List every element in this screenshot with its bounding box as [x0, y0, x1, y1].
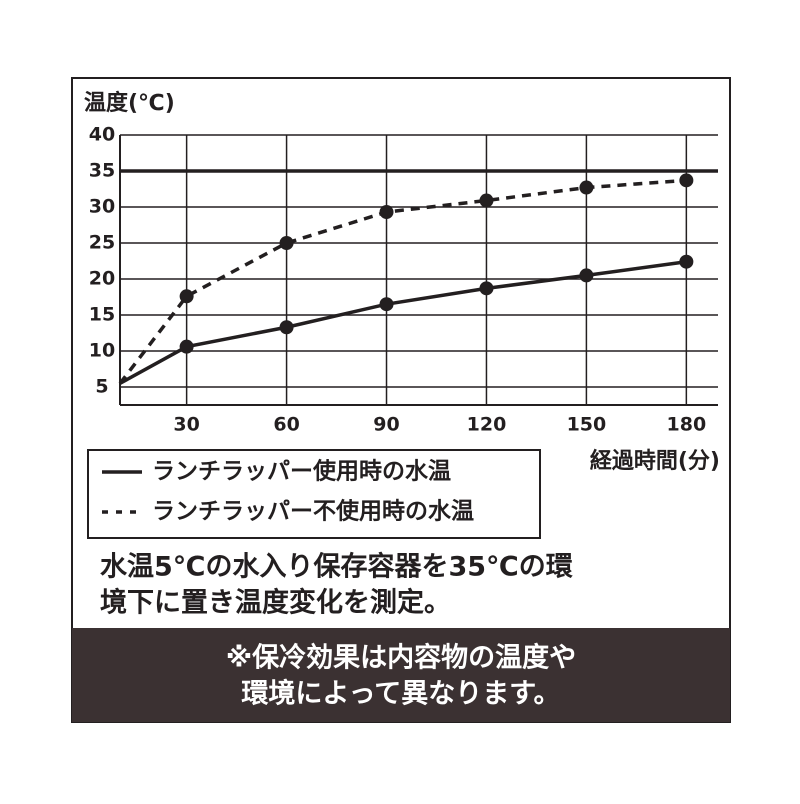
data-point [279, 236, 294, 250]
y-tick-label: 10 [89, 340, 115, 362]
data-point [379, 297, 394, 312]
x-tick-label: 120 [467, 414, 507, 436]
y-tick-label: 40 [89, 124, 115, 146]
x-tick-label: 90 [373, 414, 399, 436]
note-line: 境下に置き温度変化を測定。 [100, 587, 451, 619]
x-tick-label: 180 [667, 414, 707, 436]
data-point [579, 180, 594, 195]
data-point [479, 193, 494, 208]
x-tick-label: 150 [567, 414, 607, 436]
y-tick-label: 30 [89, 196, 115, 218]
data-point [679, 254, 694, 269]
x-tick-label: 30 [173, 414, 199, 436]
frame [71, 77, 731, 723]
y-tick-label: 15 [89, 304, 115, 326]
data-point [179, 339, 194, 354]
legend [87, 449, 541, 539]
data-point [179, 289, 194, 304]
data-point [679, 173, 694, 188]
data-point [279, 320, 294, 335]
x-tick-label: 60 [273, 414, 299, 436]
y-axis-label: 温度(℃) [84, 90, 175, 116]
legend-label: ランチラッパー使用時の水温 [152, 459, 451, 485]
legend-label: ランチラッパー不使用時の水温 [152, 499, 474, 525]
x-axis-label: 経過時間(分) [590, 448, 720, 474]
note-line: 水温5℃の水入り保存容器を35℃の環 [100, 551, 574, 583]
y-tick-label: 35 [89, 160, 115, 182]
data-point [479, 281, 494, 296]
y-tick-label: 25 [89, 232, 115, 254]
y-tick-label: 5 [95, 376, 108, 398]
y-tick-label: 20 [89, 268, 115, 290]
data-point [579, 268, 594, 283]
footer-line: ※保冷効果は内容物の温度や [226, 642, 576, 674]
footer-line: 環境によって異なります。 [241, 679, 560, 710]
footer-band [72, 628, 730, 722]
data-point [379, 205, 394, 220]
